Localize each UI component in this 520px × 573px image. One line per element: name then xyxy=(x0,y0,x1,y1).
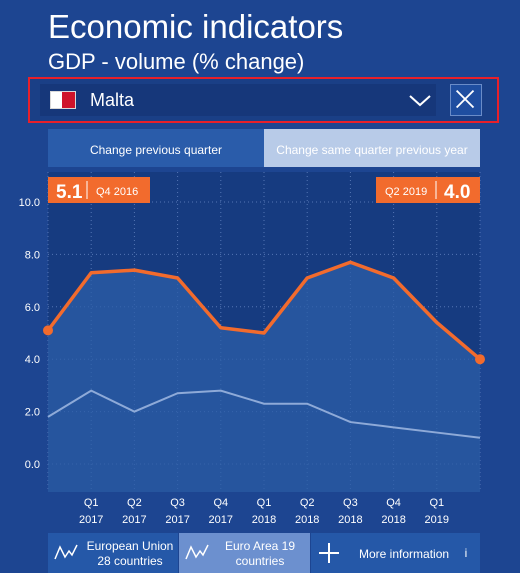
x-tick-quarter: Q2 xyxy=(127,497,142,509)
malta-endpoint-marker xyxy=(43,325,53,336)
line-chart-icon xyxy=(185,544,209,560)
x-tick-year: 2017 xyxy=(79,514,103,526)
close-icon xyxy=(455,89,475,109)
plus-icon xyxy=(319,543,339,563)
tab-change-previous-quarter[interactable]: Change previous quarter xyxy=(48,129,264,167)
y-tick-label: 2.0 xyxy=(25,407,40,419)
country-dropdown[interactable]: Malta xyxy=(40,84,436,116)
x-tick-quarter: Q4 xyxy=(213,497,228,509)
x-tick-quarter: Q1 xyxy=(429,497,444,509)
page-title: Economic indicators xyxy=(48,8,344,45)
clear-country-button[interactable] xyxy=(450,84,482,116)
end-callout-period: Q2 2019 xyxy=(385,186,427,198)
malta-flag-icon xyxy=(50,91,76,109)
x-tick-quarter: Q1 xyxy=(84,497,99,509)
x-tick-quarter: Q4 xyxy=(386,497,401,509)
chevron-down-icon xyxy=(409,95,431,107)
x-tick-year: 2017 xyxy=(122,514,146,526)
x-tick-quarter: Q2 xyxy=(300,497,315,509)
european-union-button[interactable]: European Union 28 countries xyxy=(48,533,178,573)
more-information-button[interactable]: More information xyxy=(311,533,466,573)
end-callout-value: 4.0 xyxy=(444,182,470,203)
comparison-buttons: European Union 28 countries Euro Area 19… xyxy=(48,533,480,573)
x-tick-year: 2018 xyxy=(381,514,405,526)
end-callout-box xyxy=(376,177,480,203)
x-tick-quarter: Q1 xyxy=(257,497,272,509)
comparison-series-line xyxy=(47,389,481,439)
y-tick-label: 4.0 xyxy=(25,354,40,366)
country-dropdown-value: Malta xyxy=(90,90,135,110)
change-type-tabs: Change previous quarter Change same quar… xyxy=(48,129,480,167)
x-tick-year: 2017 xyxy=(165,514,189,526)
start-callout-period: Q4 2016 xyxy=(96,186,138,198)
tab-change-same-quarter-previous-year[interactable]: Change same quarter previous year xyxy=(264,129,480,167)
y-tick-label: 10.0 xyxy=(19,197,40,209)
x-tick-year: 2018 xyxy=(295,514,319,526)
x-tick-year: 2018 xyxy=(338,514,362,526)
info-button[interactable]: i xyxy=(452,533,480,573)
x-tick-year: 2018 xyxy=(252,514,276,526)
y-tick-label: 0.0 xyxy=(25,459,40,471)
malta-endpoint-marker xyxy=(475,354,485,365)
euro-area-button[interactable]: Euro Area 19 countries xyxy=(179,533,310,573)
y-tick-label: 6.0 xyxy=(25,302,40,314)
page-subtitle: GDP - volume (% change) xyxy=(48,49,305,74)
more-information-label: More information xyxy=(359,547,450,561)
euro-area-label: Euro Area 19 countries xyxy=(224,539,296,568)
x-tick-quarter: Q3 xyxy=(343,497,358,509)
x-tick-year: 2019 xyxy=(425,514,449,526)
x-tick-quarter: Q3 xyxy=(170,497,185,509)
x-tick-year: 2017 xyxy=(209,514,233,526)
malta-area xyxy=(48,262,480,492)
malta-series-line xyxy=(46,260,482,361)
y-tick-label: 8.0 xyxy=(25,249,40,261)
country-selector: Malta xyxy=(28,77,499,123)
start-callout-value: 5.1 xyxy=(56,182,83,203)
start-callout-box xyxy=(48,177,150,203)
line-chart-icon xyxy=(54,544,78,560)
european-union-label: European Union 28 countries xyxy=(86,539,174,568)
